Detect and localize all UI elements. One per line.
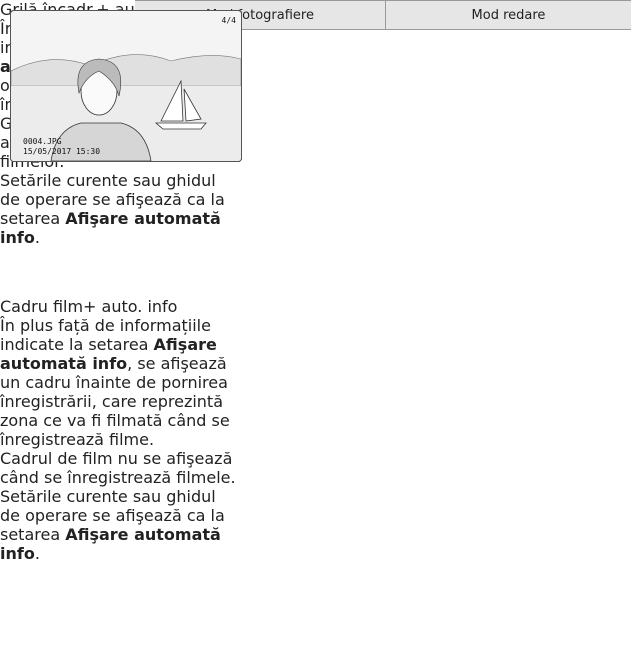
text-run: În plus față de informațiile indicate la… (0, 316, 211, 354)
description: Setările curente sau ghidul de operare s… (0, 171, 236, 247)
shape (50, 122, 152, 161)
text-run: Setările curente sau ghidul de operare s… (0, 171, 225, 228)
text-run: . (34, 228, 40, 247)
text-run: Setările curente sau ghidul de operare s… (0, 487, 225, 544)
description: În plus față de informațiile indicate la… (0, 316, 236, 487)
shape (77, 58, 122, 97)
cell: P1/250F3.788025m 0sÎn plus față de infor… (0, 10, 250, 487)
text-run: . (34, 544, 40, 563)
header-cell: Mod redare (385, 0, 631, 30)
note: Cadrul de film nu se afişează când se în… (0, 449, 236, 487)
text-run: , se afişează un cadru înainte de pornir… (0, 354, 230, 449)
paragraph: În plus față de informațiile indicate la… (0, 316, 236, 449)
shape (154, 79, 207, 130)
description: Setările curente sau ghidul de operare s… (0, 487, 236, 563)
screen-text: 4/4 (222, 16, 237, 25)
screen-text: 0004.JPG (23, 137, 62, 146)
paragraph: Setările curente sau ghidul de operare s… (0, 487, 236, 563)
screen-text: 15/05/2017 15:30 (23, 147, 100, 156)
shape (11, 54, 241, 87)
text-run: Afişare automată info (0, 209, 221, 247)
table-row: Cadru film+ auto. infoP1/250F3.788025m 0… (0, 10, 631, 633)
text-run: Afişare automată info (0, 525, 221, 563)
row-label: Cadru film+ auto. info (0, 297, 178, 316)
paragraph: Setările curente sau ghidul de operare s… (0, 171, 236, 247)
text-run: Afişare automată info (0, 335, 217, 373)
